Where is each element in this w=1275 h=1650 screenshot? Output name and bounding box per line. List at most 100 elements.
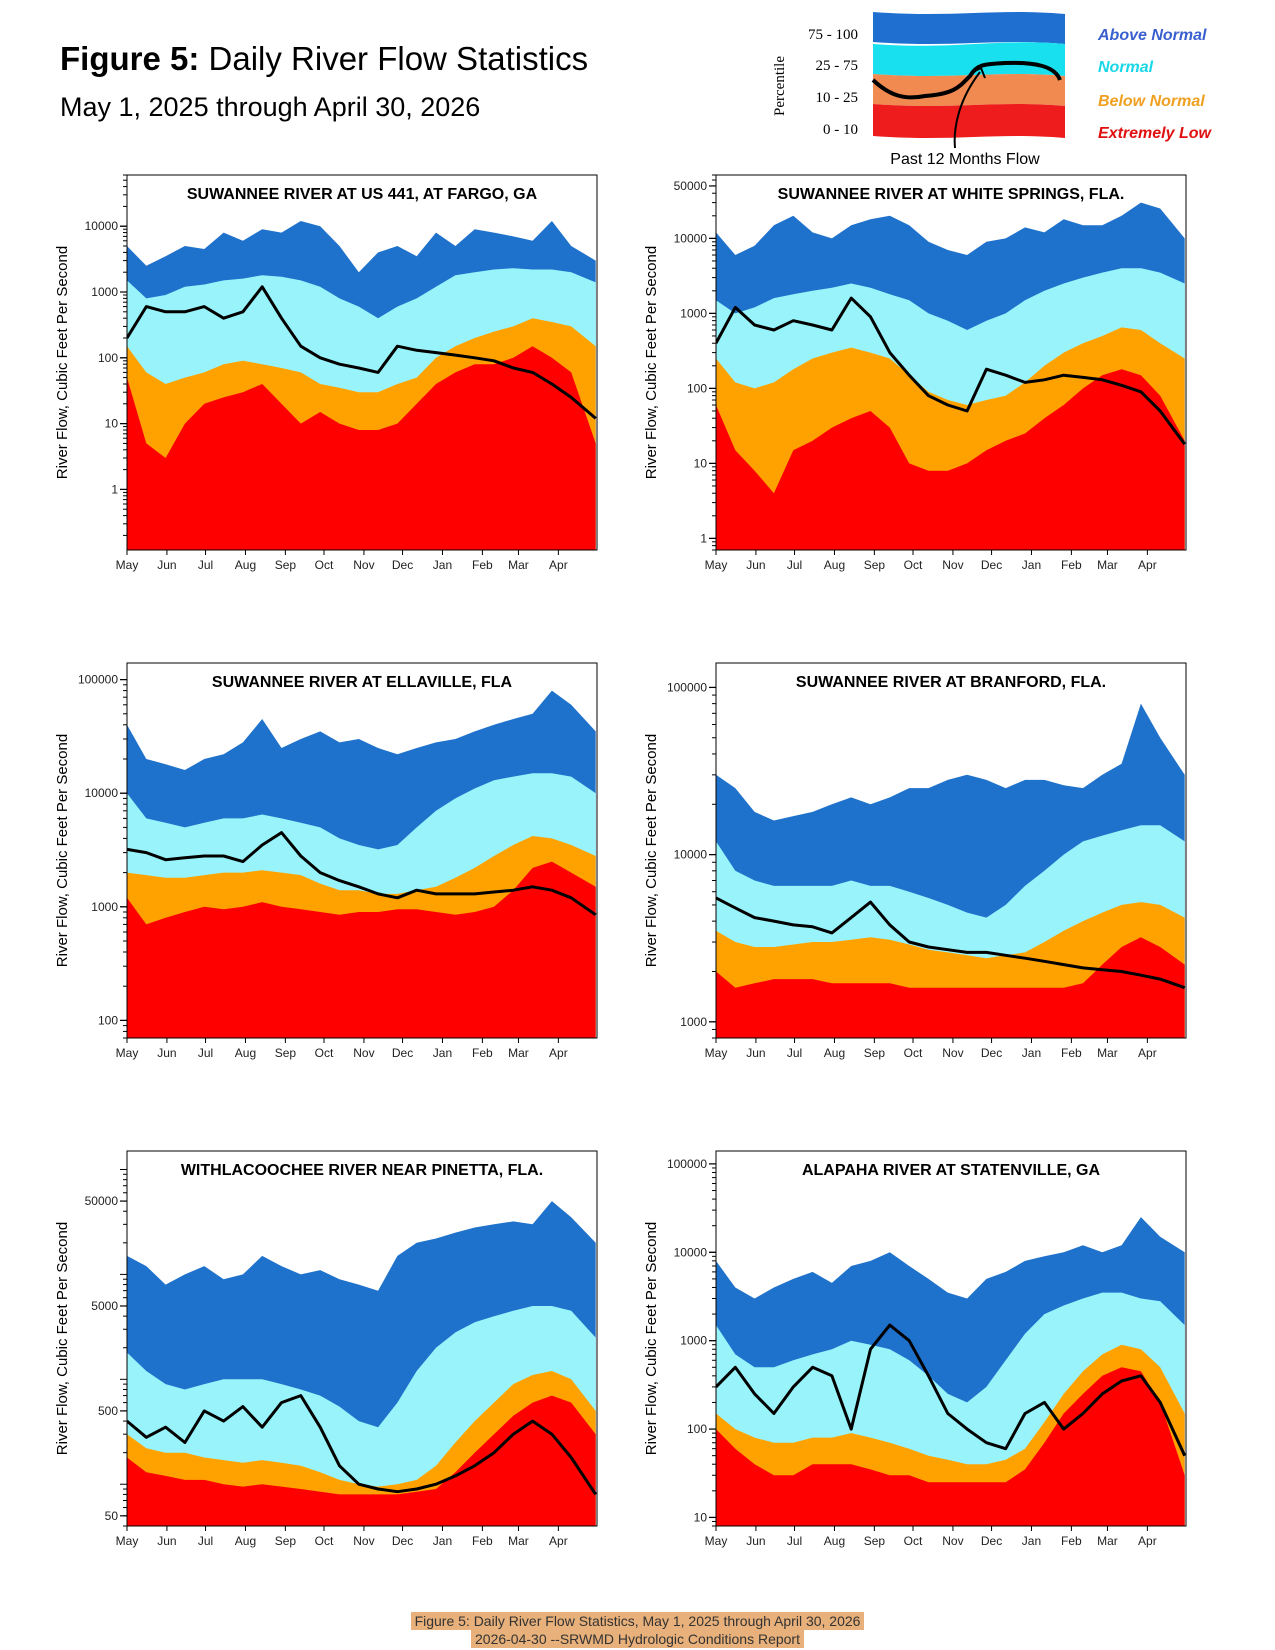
y-axis-label: River Flow, Cubic Feet Per Second	[54, 1222, 71, 1455]
chart-3: 1000 10000 100000 May Jun Jul Aug Sep Oct Nov Dec J…	[643, 662, 1187, 1060]
legend-graphic: Percentile 75 - 100 Above Normal 25 - 75…	[772, 12, 1212, 168]
x-tick-label: Nov	[942, 1046, 963, 1060]
y-axis-label: River Flow, Cubic Feet Per Second	[54, 734, 71, 967]
legend-label-2: Below Normal	[1098, 93, 1205, 110]
x-tick-label: Oct	[904, 558, 923, 572]
chart-title: SUWANNEE RIVER AT WHITE SPRINGS, FLA.	[778, 186, 1125, 203]
x-tick-label: Oct	[315, 558, 334, 572]
x-tick-label: Jun	[746, 558, 765, 572]
x-tick-label: Jan	[1022, 1046, 1041, 1060]
chart-title: SUWANNEE RIVER AT ELLAVILLE, FLA	[212, 674, 513, 691]
chart-4: 50 500 5000 50000 May Jun Jul Aug Sep Oct Nov Dec Ja…	[54, 1150, 598, 1548]
chart-panel-3: 1000 10000 100000 May Jun Jul Aug Sep Oct Nov Dec J…	[643, 658, 1231, 1078]
x-tick-label: Jan	[1022, 558, 1041, 572]
caption-line-2: 2026-04-30 --SRWMD Hydrologic Conditions…	[471, 1630, 804, 1648]
x-tick-label: Oct	[315, 1534, 334, 1548]
x-tick-label: Feb	[1061, 1046, 1082, 1060]
chart-panel-1: 1 10 100 1000 10000 50000 May Jun Jul Aug Sep Oct No…	[643, 170, 1231, 590]
y-tick-label: 500	[98, 1404, 118, 1418]
legend-range-1: 25 - 75	[816, 58, 859, 74]
x-tick-label: May	[705, 558, 728, 572]
x-tick-label: Sep	[864, 1534, 886, 1548]
y-tick-label: 10000	[85, 786, 119, 800]
y-tick-label: 50000	[674, 179, 708, 193]
x-tick-label: Nov	[942, 1534, 963, 1548]
x-tick-label: Sep	[864, 1046, 886, 1060]
page-title-bold: Figure 5:	[60, 40, 200, 77]
y-axis-label: River Flow, Cubic Feet Per Second	[643, 1222, 660, 1455]
x-tick-label: Apr	[549, 558, 568, 572]
legend-row-0: 75 - 100 Above Normal	[808, 12, 1207, 44]
y-tick-label: 100000	[667, 1157, 707, 1171]
x-tick-label: Apr	[1138, 1534, 1157, 1548]
flow-line	[716, 296, 1186, 446]
y-tick-label: 10000	[674, 1245, 708, 1259]
x-tick-label: Aug	[824, 1534, 845, 1548]
x-tick-label: May	[705, 1534, 728, 1548]
legend-line-label: Past 12 Months Flow	[890, 151, 1040, 168]
chart-1: 1 10 100 1000 10000 50000 May Jun Jul Aug Sep Oct No…	[643, 174, 1187, 572]
flow-line	[127, 285, 597, 420]
legend-label-3: Extremely Low	[1098, 125, 1212, 142]
x-tick-label: Nov	[353, 1046, 374, 1060]
legend-range-2: 10 - 25	[816, 90, 859, 106]
y-tick-label: 100	[98, 351, 118, 365]
x-tick-label: Jun	[157, 1534, 176, 1548]
x-tick-label: Dec	[392, 1046, 413, 1060]
x-tick-label: May	[705, 1046, 728, 1060]
chart-title: SUWANNEE RIVER AT BRANFORD, FLA.	[796, 674, 1106, 691]
x-tick-label: Feb	[472, 558, 493, 572]
y-axis-label: River Flow, Cubic Feet Per Second	[643, 734, 660, 967]
plot-area	[127, 221, 597, 550]
chart-title: SUWANNEE RIVER AT US 441, AT FARGO, GA	[187, 186, 538, 203]
band-0-10	[716, 369, 1185, 550]
legend-axis-title: Percentile	[772, 56, 788, 116]
plot-frame	[715, 1150, 1187, 1527]
x-tick-label: Jan	[433, 558, 452, 572]
x-tick-label: Feb	[1061, 558, 1082, 572]
legend-band-1	[873, 42, 1065, 76]
x-tick-label: Jul	[198, 1534, 213, 1548]
x-tick-label: Dec	[392, 1534, 413, 1548]
x-tick-label: Mar	[508, 1046, 529, 1060]
legend-row-3: 0 - 10 Extremely Low	[823, 104, 1212, 142]
chart-panel-2: 100 1000 10000 100000 May Jun Jul Aug Sep Oct Nov D…	[54, 658, 642, 1078]
chart-title: ALAPAHA RIVER AT STATENVILLE, GA	[802, 1162, 1101, 1179]
y-tick-label: 1000	[91, 285, 118, 299]
x-tick-label: Feb	[472, 1534, 493, 1548]
x-tick-label: Aug	[235, 558, 256, 572]
y-tick-label: 5000	[91, 1299, 118, 1313]
x-tick-label: Jul	[198, 558, 213, 572]
chart-panel-0: 1 10 100 1000 10000 May Jun Jul Aug Sep Oct Nov Dec J…	[54, 170, 642, 590]
x-tick-label: Nov	[353, 558, 374, 572]
y-tick-label: 1000	[680, 306, 707, 320]
y-tick-label: 100000	[78, 673, 118, 687]
chart-title: WITHLACOOCHEE RIVER NEAR PINETTA, FLA.	[181, 1162, 543, 1179]
x-tick-label: Jul	[787, 1046, 802, 1060]
y-tick-label: 10	[694, 456, 708, 470]
y-tick-label: 1000	[680, 1015, 707, 1029]
x-tick-label: Apr	[1138, 1046, 1157, 1060]
y-tick-label: 10	[694, 1510, 708, 1524]
x-tick-label: Jan	[433, 1534, 452, 1548]
figure-caption: Figure 5: Daily River Flow Statistics, M…	[0, 1612, 1275, 1648]
x-tick-label: May	[116, 1534, 139, 1548]
x-tick-label: Jun	[157, 1046, 176, 1060]
chart-panel-4: 50 500 5000 50000 May Jun Jul Aug Sep Oct Nov Dec Ja…	[54, 1146, 642, 1566]
x-tick-label: Apr	[549, 1046, 568, 1060]
plot-area	[716, 1217, 1186, 1526]
legend: Percentile 75 - 100 Above Normal 25 - 75…	[755, 8, 1225, 173]
x-tick-label: Jul	[787, 1534, 802, 1548]
plot-frame	[126, 1150, 598, 1527]
chart-5: 10 100 1000 10000 100000 May Jun Jul Aug Sep Oct No…	[643, 1150, 1187, 1548]
page-title: Figure 5: Daily River Flow Statistics	[60, 40, 588, 78]
y-tick-label: 1	[700, 531, 707, 545]
x-tick-label: Sep	[275, 1046, 297, 1060]
x-tick-label: Nov	[353, 1534, 374, 1548]
page-subtitle: May 1, 2025 through April 30, 2026	[60, 92, 481, 122]
legend-range-3: 0 - 10	[823, 122, 858, 138]
band-0-10	[127, 346, 596, 550]
y-tick-label: 100000	[667, 680, 707, 694]
x-tick-label: Dec	[981, 1534, 1002, 1548]
x-tick-label: Jul	[787, 558, 802, 572]
